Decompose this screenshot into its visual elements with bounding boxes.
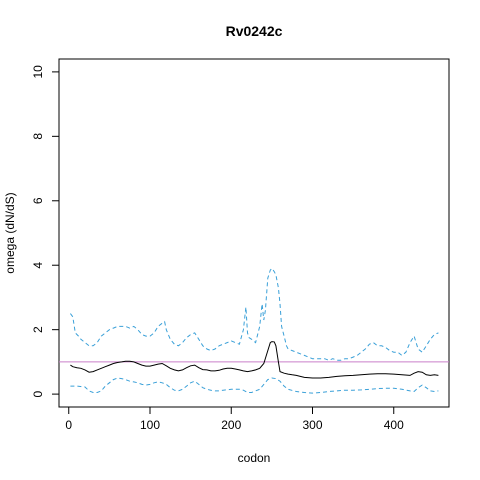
x-tick-label: 300 — [302, 418, 322, 432]
y-tick-label: 8 — [31, 133, 45, 140]
x-tick-label: 100 — [140, 418, 160, 432]
y-tick-label: 6 — [31, 197, 45, 204]
chart-title: Rv0242c — [226, 23, 283, 39]
y-axis: 0 2 4 6 8 10 — [31, 65, 60, 397]
series-line-estimate — [70, 341, 439, 379]
series-line-upper — [70, 267, 439, 361]
x-tick-label: 0 — [65, 418, 72, 432]
x-tick-label: 200 — [221, 418, 241, 432]
x-tick-label: 400 — [384, 418, 404, 432]
y-tick-label: 0 — [31, 390, 45, 397]
y-tick-label: 2 — [31, 326, 45, 333]
x-axis-label: codon — [238, 451, 271, 465]
y-tick-label: 10 — [31, 65, 45, 79]
series-line-lower — [70, 377, 439, 394]
y-axis-label: omega (dN/dS) — [3, 192, 17, 273]
plot-area — [59, 267, 449, 394]
y-tick-label: 4 — [31, 262, 45, 269]
x-axis: 0 100 200 300 400 — [65, 406, 404, 432]
plot-frame — [58, 58, 450, 408]
